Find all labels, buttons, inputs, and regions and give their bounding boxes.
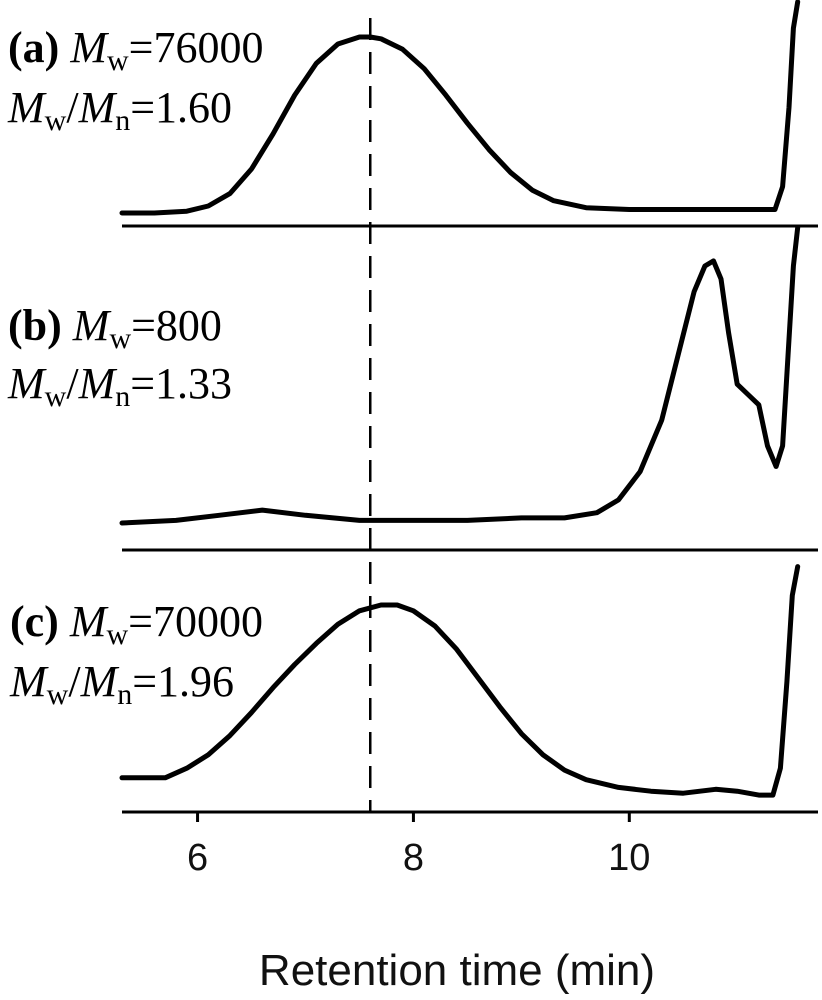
panel-a-mw-label: (a) Mw=76000 <box>8 23 263 77</box>
baselines <box>122 224 818 814</box>
panel-c-pdi-label: Mw/Mn=1.96 <box>9 657 234 711</box>
x-tick-label: 6 <box>187 837 208 879</box>
trace-c <box>119 564 801 798</box>
trace-a <box>119 0 801 216</box>
trace-b <box>119 225 801 526</box>
x-tick-label: 8 <box>403 837 424 879</box>
panel-tag: (b) <box>8 301 73 350</box>
x-tick-label: 10 <box>608 837 650 879</box>
panel-b-pdi-label: Mw/Mn=1.33 <box>7 359 232 413</box>
panel-tag: (c) <box>10 597 70 646</box>
panel-b-mw-label: (b) Mw=800 <box>8 301 222 355</box>
x-axis: 6 8 10 <box>187 812 650 879</box>
panel-a-pdi-label: Mw/Mn=1.60 <box>7 83 232 137</box>
panel-c-mw-label: (c) Mw=70000 <box>10 597 263 651</box>
panel-tag: (a) <box>8 23 70 72</box>
x-axis-title: Retention time (min) <box>259 946 655 995</box>
traces <box>119 0 801 812</box>
